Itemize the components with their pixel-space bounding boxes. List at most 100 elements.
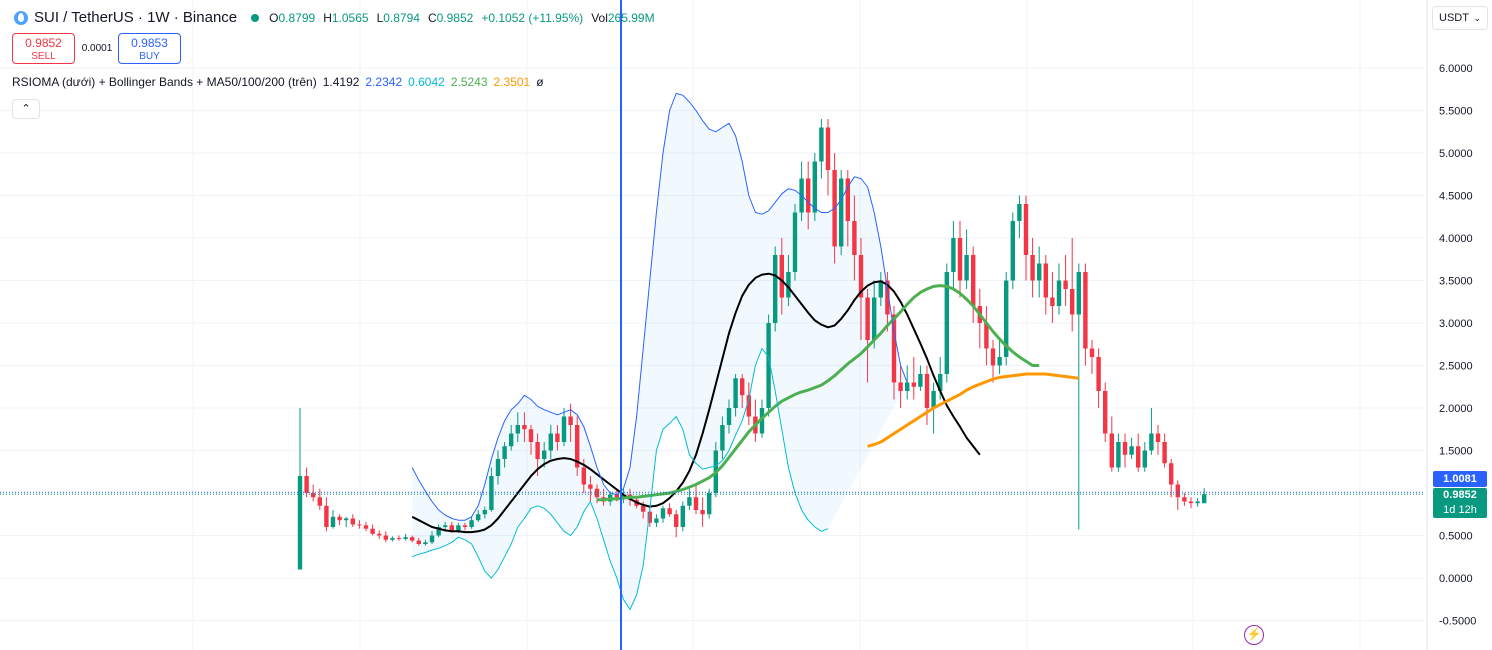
symbol-header: SUI / TetherUS · 1W · Binance O0.8799 H1.… xyxy=(14,9,655,26)
candle-body xyxy=(918,374,923,387)
candle-body xyxy=(931,391,936,408)
candle-body xyxy=(891,314,897,383)
candle-body xyxy=(1149,433,1154,451)
candle-body xyxy=(489,476,494,510)
candle-body xyxy=(1155,433,1161,442)
candle-body xyxy=(990,348,996,366)
bb-upper-price-tag: 1.0081 xyxy=(1433,471,1487,487)
candle-body xyxy=(1136,446,1141,468)
candle-body xyxy=(720,425,725,451)
candle-body xyxy=(561,416,567,442)
candle-body xyxy=(311,493,316,498)
candle-body xyxy=(1089,348,1095,357)
candle-body xyxy=(792,212,798,272)
candle-body xyxy=(779,255,784,298)
ohlc-value: +0.1052 (+11.95%) xyxy=(481,10,584,25)
candle-body xyxy=(594,488,600,498)
ma-mid-line xyxy=(597,284,1040,502)
candle-body xyxy=(1096,357,1101,391)
candle-body xyxy=(350,518,355,525)
candle-body xyxy=(905,382,910,391)
y-axis-tick-label: 6.0000 xyxy=(1439,63,1473,75)
candle-body xyxy=(456,525,461,532)
candle-body xyxy=(403,537,408,539)
candle-body xyxy=(581,467,586,485)
indicator-legend[interactable]: RSIOMA (dưới) + Bollinger Bands + MA50/1… xyxy=(12,75,544,89)
candle-body xyxy=(1129,446,1134,455)
currency-select[interactable]: USDT ⌄ xyxy=(1432,6,1488,30)
y-axis-tick-label: -0.5000 xyxy=(1439,616,1476,628)
candle-body xyxy=(337,516,342,521)
sell-price: 0.9852 xyxy=(25,36,62,50)
candle-body xyxy=(957,238,963,281)
candle-body xyxy=(515,425,520,434)
candle-body xyxy=(548,433,553,451)
ohlc-item: O0.8799 xyxy=(269,11,315,25)
sui-logo-icon xyxy=(14,10,28,25)
candle-body xyxy=(621,494,626,498)
candle-body xyxy=(858,255,864,298)
sell-button[interactable]: 0.9852 SELL xyxy=(12,33,75,64)
candle-body xyxy=(898,382,903,391)
indicator-name[interactable]: RSIOMA (dưới) + Bollinger Bands + MA50/1… xyxy=(12,75,317,89)
ohlc-key: O xyxy=(269,10,279,25)
market-open-dot-icon xyxy=(251,13,260,22)
candle-body xyxy=(1182,497,1187,502)
candle-body xyxy=(390,538,395,540)
buy-button[interactable]: 0.9853 BUY xyxy=(118,33,181,64)
indicator-value: 2.2342 xyxy=(365,75,403,89)
bb-upper-line xyxy=(411,93,908,521)
ohlc-value: 265.99M xyxy=(607,10,655,25)
candle-body xyxy=(482,510,487,515)
ohlc-item: Vol265.99M xyxy=(591,11,654,25)
ohlc-item: H1.0565 xyxy=(323,11,368,25)
candle-body xyxy=(449,525,454,532)
candle-body xyxy=(396,538,402,540)
candle-body xyxy=(1162,442,1167,464)
candle-body xyxy=(911,382,916,387)
candle-body xyxy=(344,518,349,521)
y-axis-tick-label: 0.0000 xyxy=(1439,573,1473,585)
ohlc-key: H xyxy=(323,10,332,25)
candle-body xyxy=(964,255,969,281)
y-axis-tick-label: 3.5000 xyxy=(1439,276,1473,288)
candle-body xyxy=(297,476,303,570)
chevron-down-icon: ⌄ xyxy=(1473,13,1481,23)
ma-fast-line xyxy=(411,272,981,534)
lightning-icon[interactable]: ⚡ xyxy=(1244,625,1264,645)
candle-body xyxy=(383,535,388,540)
candle-body xyxy=(535,442,540,459)
ohlc-values: O0.8799 H1.0565 L0.8794 C0.9852 +0.1052 (+11… xyxy=(269,11,654,25)
candle-body xyxy=(1142,450,1147,468)
candle-body xyxy=(654,518,659,523)
candle-body xyxy=(502,446,507,459)
candle-body xyxy=(667,508,672,515)
candle-body xyxy=(700,510,705,515)
currency-label: USDT xyxy=(1439,12,1469,24)
candle-body xyxy=(773,255,778,323)
candle-body xyxy=(1037,263,1042,281)
candle-body xyxy=(1122,442,1128,455)
y-axis-tick-label: 4.5000 xyxy=(1439,191,1473,203)
y-axis-tick-label: 2.5000 xyxy=(1439,361,1473,373)
candle-body xyxy=(878,280,883,298)
ohlc-item: L0.8794 xyxy=(377,11,420,25)
y-axis-tick-label: 5.5000 xyxy=(1439,106,1473,118)
chevron-up-icon: ⌃ xyxy=(21,103,31,115)
bollinger-band-fill xyxy=(412,93,908,610)
symbol-title[interactable]: SUI / TetherUS · 1W · Binance xyxy=(34,9,238,26)
candle-body xyxy=(997,357,1002,366)
candle-body xyxy=(1063,280,1068,289)
candle-body xyxy=(707,493,712,515)
ohlc-value: 0.8799 xyxy=(278,10,316,25)
candle-body xyxy=(462,525,468,527)
candle-body xyxy=(984,323,989,349)
candle-body xyxy=(825,127,831,170)
y-axis-tick-label: 2.0000 xyxy=(1439,403,1473,415)
candle-body xyxy=(370,528,375,534)
candle-body xyxy=(304,476,309,493)
last-price-value: 0.9852 xyxy=(1443,489,1477,501)
candle-body xyxy=(674,514,679,527)
collapse-legend-button[interactable]: ⌃ xyxy=(12,99,40,119)
